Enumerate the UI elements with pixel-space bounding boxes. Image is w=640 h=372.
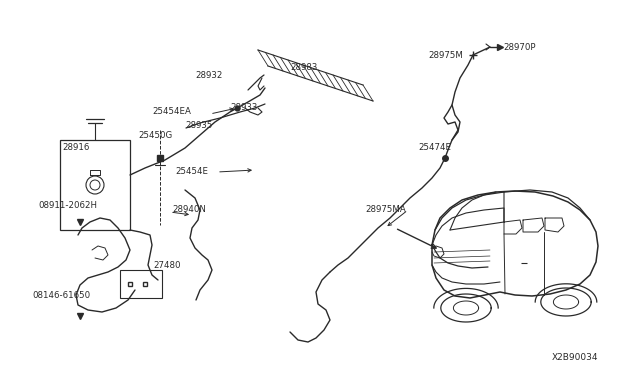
Text: 28983: 28983 <box>290 64 317 73</box>
Text: 25450G: 25450G <box>138 131 172 140</box>
Bar <box>120 270 162 298</box>
Text: 08146-61650: 08146-61650 <box>32 291 90 299</box>
Text: 28933: 28933 <box>230 103 257 112</box>
Text: 25454E: 25454E <box>175 167 208 176</box>
Text: 28975M: 28975M <box>428 51 463 60</box>
Text: 25454EA: 25454EA <box>152 108 191 116</box>
Text: 28932: 28932 <box>195 71 222 80</box>
Text: 25474E: 25474E <box>418 144 451 153</box>
Text: 28940N: 28940N <box>172 205 206 215</box>
Text: X2B90034: X2B90034 <box>552 353 598 362</box>
Text: 28970P: 28970P <box>503 44 536 52</box>
Text: 28975MA: 28975MA <box>365 205 406 215</box>
Text: 28935: 28935 <box>185 121 212 129</box>
Text: 08911-2062H: 08911-2062H <box>38 201 97 209</box>
Text: 27480: 27480 <box>153 260 180 269</box>
Text: 28916: 28916 <box>62 144 90 153</box>
Bar <box>60 140 130 230</box>
